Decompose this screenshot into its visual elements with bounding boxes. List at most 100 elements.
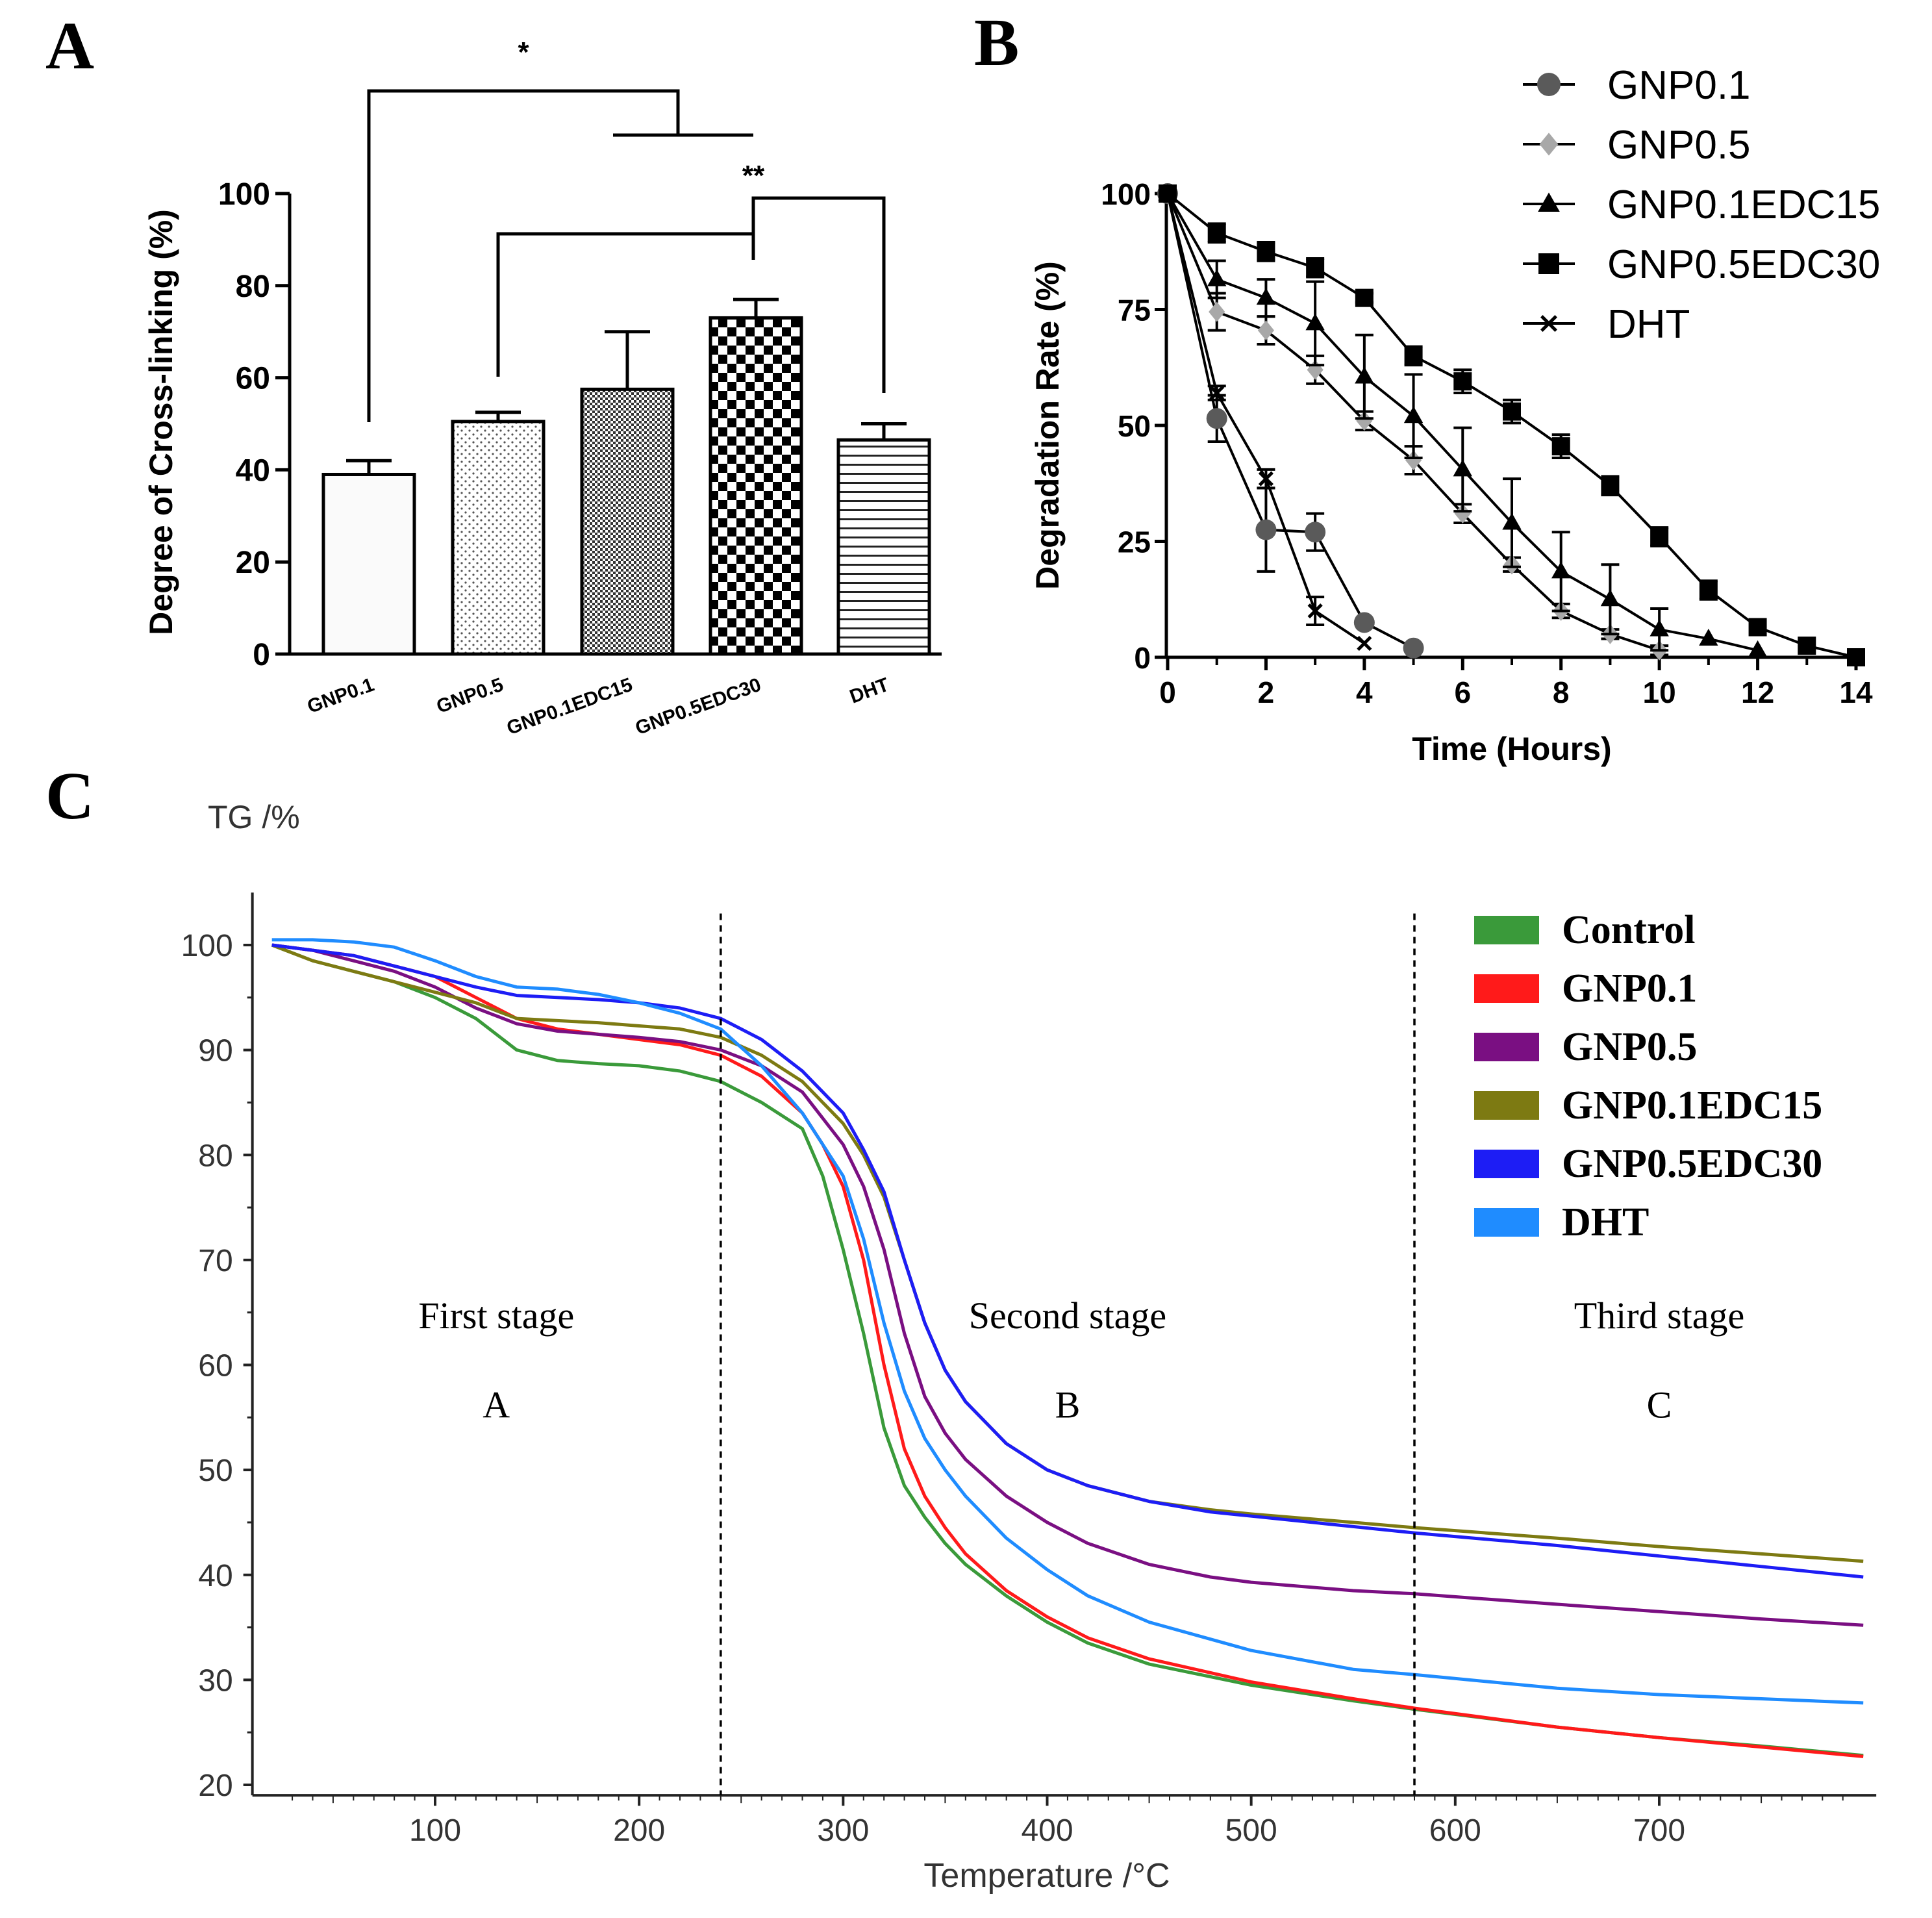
chart-b-point bbox=[1600, 589, 1620, 607]
chart-c-legend-swatch bbox=[1474, 1208, 1539, 1237]
chart-b-legend-label: GNP0.1 bbox=[1607, 63, 1751, 108]
chart-b-ytick-label: 100 bbox=[1101, 177, 1151, 211]
chart-b-ytick-label: 0 bbox=[1134, 641, 1151, 675]
chart-b-point bbox=[1798, 637, 1816, 655]
chart-a-ytick-label: 100 bbox=[218, 177, 270, 212]
chart-c-ytick-label: 90 bbox=[198, 1034, 232, 1068]
chart-c-series-control bbox=[271, 943, 1864, 1758]
chart-c-series-gnp0.5 bbox=[271, 943, 1864, 1627]
chart-c-legend-swatch bbox=[1474, 916, 1539, 944]
panel-label-a: A bbox=[45, 8, 94, 83]
chart-c-series-gnp0.1 bbox=[271, 943, 1864, 1758]
chart-c-annotation: First stage bbox=[418, 1294, 574, 1337]
chart-c-legend-label: GNP0.5 bbox=[1562, 1025, 1697, 1069]
chart-b-point bbox=[1403, 637, 1424, 659]
chart-b-legend-label: GNP0.5EDC30 bbox=[1607, 242, 1880, 287]
chart-a-category-label: GNP0.1EDC15 bbox=[504, 674, 635, 740]
chart-c-annotation: A bbox=[483, 1383, 510, 1426]
chart-a-ylabel: Degree of Cross-linking (%) bbox=[143, 209, 179, 635]
chart-c-legend-label: GNP0.1 bbox=[1562, 966, 1697, 1011]
chart-b-point bbox=[1537, 73, 1561, 96]
chart-c-annotations: First stage A Second stage B Third stage C bbox=[418, 913, 1744, 1796]
chart-c-legend-label: Control bbox=[1562, 908, 1696, 952]
chart-c-xtick-label: 300 bbox=[817, 1813, 869, 1848]
chart-c-xtick-label: 400 bbox=[1021, 1813, 1073, 1848]
chart-a-bar bbox=[321, 472, 416, 656]
chart-a-bar bbox=[709, 316, 803, 656]
chart-c-title: TG /% bbox=[208, 799, 300, 835]
chart-b-point bbox=[1306, 259, 1325, 277]
chart-b-series-gnp0.1edc15 bbox=[1158, 183, 1768, 657]
chart-b-point bbox=[1355, 288, 1374, 307]
chart-b-legend-label: GNP0.1EDC15 bbox=[1607, 183, 1880, 227]
chart-b-xtick-label: 4 bbox=[1356, 675, 1373, 709]
chart-b-xtick-label: 2 bbox=[1258, 675, 1275, 709]
chart-b-xtick-label: 10 bbox=[1643, 675, 1676, 709]
chart-b-ytick-label: 75 bbox=[1118, 294, 1151, 327]
chart-b-point bbox=[1209, 385, 1225, 401]
chart-b-point bbox=[1650, 527, 1669, 546]
chart-a-sig-bracket-left bbox=[496, 232, 753, 377]
chart-b-point bbox=[1305, 522, 1326, 543]
chart-b-xtick-label: 8 bbox=[1553, 675, 1570, 709]
chart-b-point bbox=[1257, 242, 1275, 261]
chart-b-point bbox=[1538, 192, 1560, 212]
chart-b-point bbox=[1405, 450, 1422, 470]
chart-b-ytick-label: 50 bbox=[1118, 409, 1151, 443]
chart-c-ytick-label: 50 bbox=[198, 1454, 232, 1488]
chart-b-point bbox=[1256, 288, 1276, 305]
chart-a-bar: Degree of Cross-linking (%) 0 20 40 60 80 100… bbox=[143, 36, 942, 739]
chart-b-series-gnp0.5edc30 bbox=[1159, 184, 1865, 666]
chart-a-ytick-label: 40 bbox=[236, 453, 270, 488]
chart-c-xtick-label: 600 bbox=[1429, 1813, 1481, 1848]
chart-c-legend-swatch bbox=[1474, 1150, 1539, 1178]
panel-label-c: C bbox=[45, 759, 94, 833]
chart-b-series-gnp0.1 bbox=[1157, 183, 1424, 659]
chart-c-line: TG /% Temperature /°C 20 30 40 50 60 70 80 90 10… bbox=[181, 799, 1877, 1895]
chart-b-point bbox=[1699, 581, 1718, 599]
chart-a-ytick-label: 80 bbox=[236, 270, 270, 304]
chart-c-legend-swatch bbox=[1474, 974, 1539, 1003]
chart-b-point bbox=[1357, 636, 1372, 651]
chart-c-annotation: C bbox=[1647, 1383, 1672, 1426]
chart-c-legend-label: DHT bbox=[1562, 1200, 1649, 1244]
chart-a-significance: *** bbox=[367, 36, 886, 422]
chart-a-ytick-label: 0 bbox=[253, 638, 270, 672]
chart-b-legend: GNP0.1 GNP0.5 GNP0.1EDC15 GNP0.5EDC30 DHT bbox=[1523, 63, 1880, 347]
chart-b-point bbox=[1551, 561, 1571, 579]
chart-b-point bbox=[1539, 132, 1559, 156]
chart-b-series-gnp0.5 bbox=[1159, 183, 1669, 661]
chart-b-point bbox=[1356, 410, 1373, 431]
chart-b-line: Degradation Rate (%) Time (Hours) 0 25 50 7… bbox=[1029, 63, 1880, 767]
chart-b-point bbox=[1551, 437, 1570, 456]
chart-c-legend-swatch bbox=[1474, 1033, 1539, 1061]
chart-b-point bbox=[1207, 269, 1227, 286]
chart-a-bar bbox=[451, 420, 546, 656]
chart-b-point bbox=[1305, 313, 1325, 331]
chart-c-xtick-label: 700 bbox=[1633, 1813, 1685, 1848]
chart-b-xtick-label: 14 bbox=[1839, 675, 1873, 709]
chart-b-point bbox=[1650, 619, 1669, 637]
chart-a-category-label: DHT bbox=[847, 674, 892, 708]
chart-a-ytick-label: 60 bbox=[236, 362, 270, 396]
chart-b-series-dht bbox=[1160, 186, 1372, 651]
chart-b-point bbox=[1255, 519, 1277, 540]
chart-b-point bbox=[1353, 612, 1375, 633]
chart-b-point bbox=[1404, 346, 1423, 365]
chart-c-legend: Control GNP0.1 GNP0.5 GNP0.1EDC15 GNP0.5EDC3… bbox=[1474, 908, 1822, 1244]
chart-a-sig-label-dstar: ** bbox=[742, 160, 765, 192]
chart-c-ytick-label: 20 bbox=[198, 1769, 232, 1803]
chart-b-point bbox=[1699, 629, 1718, 646]
chart-c-xtick-label: 200 bbox=[613, 1813, 665, 1848]
chart-c-legend-label: GNP0.5EDC30 bbox=[1562, 1142, 1822, 1186]
chart-a-ytick-label: 20 bbox=[236, 546, 270, 580]
chart-b-xtick-label: 12 bbox=[1741, 675, 1774, 709]
chart-c-ytick-label: 100 bbox=[181, 929, 233, 963]
panel-label-b: B bbox=[974, 5, 1019, 80]
chart-c-ytick-label: 70 bbox=[198, 1244, 232, 1278]
chart-b-point bbox=[1748, 618, 1767, 637]
chart-b-point bbox=[1257, 320, 1275, 341]
chart-b-xtick-label: 0 bbox=[1159, 675, 1176, 709]
